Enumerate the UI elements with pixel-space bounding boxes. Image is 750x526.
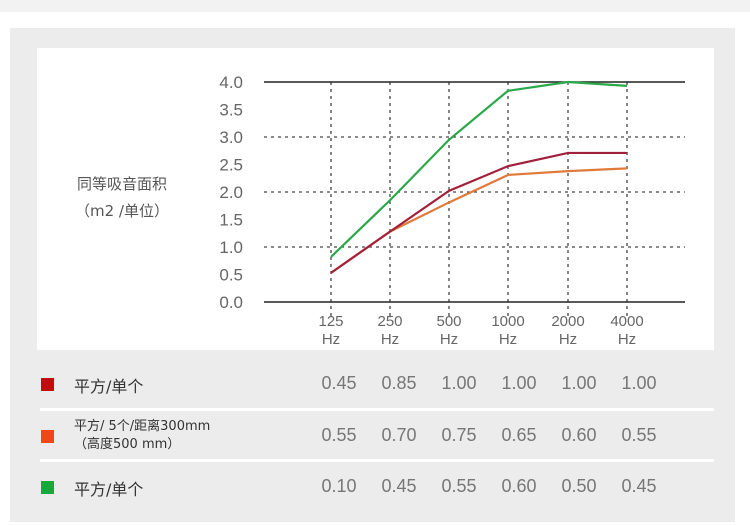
y-tick-label: 1.5: [219, 211, 243, 230]
x-tick-unit: Hz: [618, 331, 636, 348]
row-value: 0.65: [501, 425, 537, 445]
y-tick-label: 3.0: [219, 128, 243, 147]
x-tick-label: 1000: [491, 313, 524, 330]
series-line: [330, 80, 628, 258]
y-axis-label-line2: （m2 /单位）: [75, 202, 169, 220]
legend-swatch-red: [41, 378, 54, 391]
y-tick-label: 3.5: [219, 101, 243, 120]
x-tick-unit: Hz: [499, 331, 517, 348]
legend-swatch-orange: [41, 430, 54, 443]
row-label: 平方/单个: [74, 480, 144, 499]
row-value: 0.60: [501, 476, 537, 496]
chart-area: [37, 48, 714, 350]
table-row: 平方/单个 0.45 0.85 1.00 1.00 1.00 1.00: [37, 360, 714, 410]
x-tick-unit: Hz: [440, 331, 458, 348]
x-tick-unit: Hz: [322, 331, 340, 348]
series-line: [330, 167, 628, 274]
x-tick-label: 4000: [610, 313, 643, 330]
x-tick-label: 500: [436, 313, 461, 330]
x-tick-unit: Hz: [559, 331, 577, 348]
y-axis-label-line1: 同等吸音面积: [76, 175, 167, 193]
row-value: 0.60: [561, 425, 597, 445]
row-value: 1.00: [501, 373, 537, 393]
row-value: 0.50: [561, 476, 597, 496]
table-row: 平方/ 5个/距离300mm （高度500 mm） 0.55 0.70 0.75…: [37, 412, 714, 462]
series-line: [330, 151, 627, 274]
row-divider: [40, 408, 714, 411]
y-tick-label: 4.0: [219, 73, 243, 92]
x-tick-unit: Hz: [381, 331, 399, 348]
table-row: 平方/单个 0.10 0.45 0.55 0.60 0.50 0.45: [37, 463, 714, 513]
legend-swatch-green: [41, 481, 54, 494]
row-label: 平方/单个: [74, 377, 144, 396]
row-value: 0.75: [441, 425, 477, 445]
row-value: 0.45: [381, 476, 417, 496]
row-value: 0.85: [381, 373, 417, 393]
x-tick-label: 2000: [551, 313, 584, 330]
row-value: 0.70: [381, 425, 417, 445]
row-value: 0.45: [321, 373, 357, 393]
row-value: 1.00: [561, 373, 597, 393]
y-tick-label: 0.5: [219, 266, 243, 285]
row-value: 0.55: [321, 425, 357, 445]
x-tick-label: 125: [318, 313, 343, 330]
row-divider: [40, 459, 714, 462]
row-value: 1.00: [441, 373, 477, 393]
row-label-line1: 平方/ 5个/距离300mm: [74, 419, 211, 434]
row-value: 1.00: [621, 373, 657, 393]
row-value: 0.55: [621, 425, 657, 445]
row-value: 0.55: [441, 476, 477, 496]
y-tick-label: 2.0: [219, 183, 243, 202]
row-value: 0.10: [321, 476, 357, 496]
row-label-line2: （高度500 mm）: [74, 437, 181, 452]
y-tick-label: 0.0: [219, 293, 243, 312]
y-tick-label: 2.5: [219, 156, 243, 175]
x-tick-label: 250: [377, 313, 402, 330]
top-strip: [0, 0, 750, 12]
row-value: 0.45: [621, 476, 657, 496]
y-tick-label: 1.0: [219, 238, 243, 257]
